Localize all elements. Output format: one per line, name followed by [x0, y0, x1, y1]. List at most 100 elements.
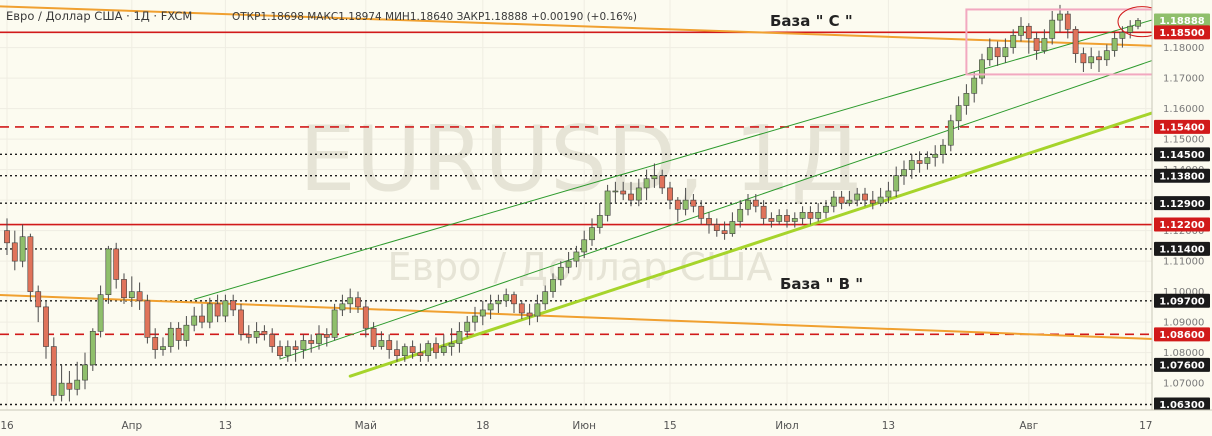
candle-body: [1088, 56, 1095, 64]
trendline-orange-lower: [0, 294, 1212, 343]
time-tick-label: Апр: [121, 420, 142, 432]
candle-body: [721, 230, 728, 234]
price-tick-label: 1.07000: [1163, 379, 1204, 390]
candle-body: [643, 178, 650, 189]
candle-body: [971, 77, 978, 94]
candle-body: [893, 175, 900, 192]
price-tick-label: 1.16000: [1163, 104, 1204, 115]
time-tick-label: 17: [1139, 420, 1152, 432]
price-tick-label: 1.09000: [1163, 318, 1204, 329]
price-level-label: 1.18888: [1159, 16, 1205, 27]
candle-body: [542, 291, 549, 305]
candle-body: [316, 334, 322, 344]
price-level-label: 1.15400: [1159, 123, 1205, 134]
candle-body: [1064, 13, 1071, 30]
candle-body: [97, 294, 104, 332]
candle-body: [136, 291, 143, 302]
candle-body: [1127, 25, 1134, 33]
candle-body: [534, 303, 541, 317]
candle-body: [628, 193, 634, 201]
candle-body: [877, 196, 884, 204]
candle-body: [1080, 53, 1087, 64]
candle-body: [323, 334, 330, 338]
candle-body: [854, 193, 861, 201]
candle-body: [659, 175, 666, 189]
candle-body: [596, 215, 603, 228]
candle-body: [706, 218, 712, 225]
candle-body: [292, 346, 299, 350]
price-level-label: 1.14500: [1159, 150, 1205, 161]
time-tick-label: 13: [219, 420, 232, 432]
time-tick-label: 16: [0, 420, 14, 432]
candle-body: [1049, 19, 1056, 39]
price-tick-label: 1.10000: [1163, 287, 1204, 298]
candle-body: [456, 330, 463, 344]
price-level-label: 1.09700: [1159, 296, 1205, 307]
candle-body: [760, 205, 767, 219]
candle-body: [160, 346, 166, 350]
candle-body: [557, 266, 564, 280]
price-level-tag: [1154, 119, 1210, 134]
price-tick-label: 1.18000: [1163, 43, 1204, 54]
candle-body: [1103, 50, 1110, 61]
candle-body: [635, 187, 642, 201]
price-level-tag: [1154, 168, 1210, 183]
trendline-orange-upper: [0, 5, 1212, 49]
candle-body: [994, 47, 1001, 58]
candle-body: [66, 382, 73, 390]
candle-body: [128, 291, 135, 299]
price-level-tag: [1154, 147, 1210, 162]
candle-body: [222, 300, 229, 317]
candle-body: [394, 349, 400, 356]
time-tick-label: Июл: [775, 420, 798, 432]
candle-body: [448, 343, 455, 347]
candle-body: [4, 230, 10, 244]
time-axis[interactable]: [0, 410, 1212, 436]
candle-body: [776, 215, 783, 222]
candle-body: [27, 236, 34, 292]
candle-body: [565, 260, 572, 268]
price-level-label: 1.06300: [1159, 400, 1205, 411]
candle-body: [838, 196, 845, 204]
candle-body: [253, 330, 260, 338]
price-level-tag: [1154, 25, 1210, 40]
candle-body: [152, 337, 159, 350]
candle-body: [105, 248, 112, 295]
price-level-tag: [1154, 397, 1210, 412]
candle-body: [433, 343, 439, 353]
candle-body: [362, 306, 369, 329]
candle-body: [378, 340, 385, 347]
candle-body: [464, 321, 471, 332]
candle-body: [1033, 38, 1040, 51]
candle-body: [667, 187, 673, 201]
price-level-tag: [1154, 13, 1210, 28]
base-c-label: База " С ": [770, 12, 853, 30]
ohlc-readout: ОТКР1.18698 МАКС1.18974 МИН1.18640 ЗАКР1…: [232, 11, 637, 23]
candle-body: [35, 291, 42, 308]
candle-body: [682, 199, 689, 210]
candle-body: [50, 346, 57, 396]
candle-body: [1041, 38, 1048, 51]
candle-body: [199, 315, 205, 323]
watermark-subtitle: Евро / Доллар США: [388, 245, 773, 289]
candle-body: [674, 199, 681, 210]
candle-body: [238, 309, 244, 335]
candle-body: [885, 190, 892, 198]
candle-body: [784, 215, 790, 222]
candle-body: [940, 144, 946, 155]
candle-body: [409, 346, 416, 353]
candle-body: [713, 224, 720, 231]
candle-body: [339, 303, 346, 311]
price-level-tag: [1154, 196, 1210, 211]
price-level-label: 1.12200: [1159, 220, 1205, 231]
candle-body: [550, 279, 556, 292]
candle-body: [89, 330, 96, 366]
trendline-channel-lower: [279, 39, 1212, 360]
candle-body: [581, 239, 588, 253]
candle-body: [58, 382, 65, 396]
candle-body: [604, 190, 611, 216]
price-level-tag: [1154, 357, 1210, 372]
candle-body: [495, 300, 502, 305]
